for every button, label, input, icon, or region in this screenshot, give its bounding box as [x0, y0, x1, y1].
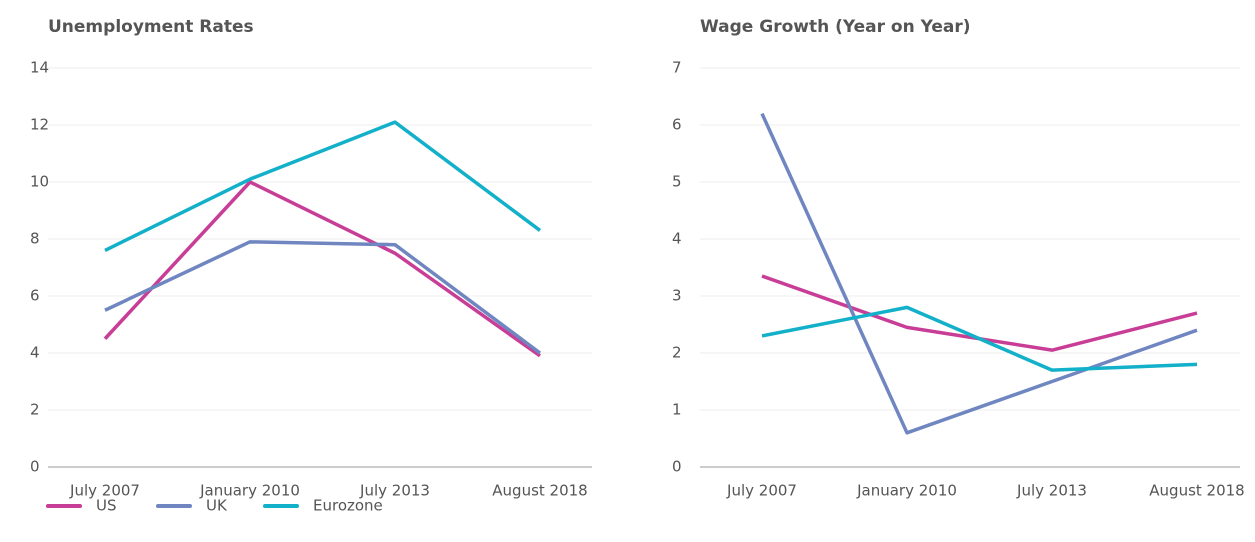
legend-label: US [96, 497, 117, 515]
y-tick-label: 6 [30, 287, 40, 305]
y-tick-label: 3 [672, 287, 682, 305]
y-tick-label: 7 [672, 59, 682, 77]
y-tick-label: 8 [30, 230, 40, 248]
chart-title: Wage Growth (Year on Year) [700, 17, 971, 37]
series-line [104, 120, 542, 252]
legend-label: Eurozone [313, 497, 383, 515]
y-tick-label: 4 [30, 344, 40, 362]
legend-label: UK [206, 497, 228, 515]
y-tick-label: 6 [672, 116, 682, 134]
y-tick-label: 1 [672, 401, 682, 419]
series-line [760, 112, 1198, 435]
series-line [103, 180, 542, 358]
y-tick-label: 2 [30, 401, 40, 419]
y-tick-label: 14 [30, 59, 49, 77]
y-tick-label: 0 [30, 458, 40, 476]
y-tick-label: 4 [672, 230, 682, 248]
chart-title: Unemployment Rates [48, 17, 254, 37]
y-tick-label: 12 [30, 116, 49, 134]
x-tick-label: July 2013 [1016, 482, 1087, 500]
x-tick-label: July 2007 [69, 482, 140, 500]
series-line [761, 305, 1198, 372]
y-tick-label: 5 [672, 173, 682, 191]
x-tick-label: August 2018 [1149, 482, 1244, 500]
series-line [104, 240, 542, 355]
y-tick-label: 2 [672, 344, 682, 362]
x-tick-label: January 2010 [856, 482, 957, 500]
x-tick-label: August 2018 [492, 482, 587, 500]
x-tick-label: July 2013 [359, 482, 430, 500]
x-tick-label: July 2007 [726, 482, 797, 500]
x-tick-label: January 2010 [199, 482, 300, 500]
y-tick-label: 10 [30, 173, 49, 191]
y-tick-label: 0 [672, 458, 682, 476]
